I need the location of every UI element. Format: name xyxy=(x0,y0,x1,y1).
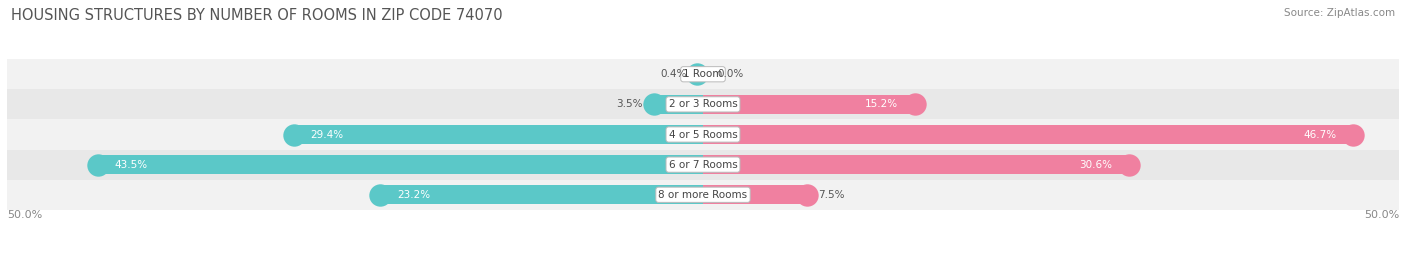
Text: 50.0%: 50.0% xyxy=(7,210,42,220)
Text: HOUSING STRUCTURES BY NUMBER OF ROOMS IN ZIP CODE 74070: HOUSING STRUCTURES BY NUMBER OF ROOMS IN… xyxy=(11,8,503,23)
Bar xyxy=(703,155,1129,174)
Bar xyxy=(654,95,703,114)
Bar xyxy=(7,119,1399,150)
Bar xyxy=(380,185,703,204)
Text: 6 or 7 Rooms: 6 or 7 Rooms xyxy=(669,160,737,170)
Text: 43.5%: 43.5% xyxy=(114,160,148,170)
Bar xyxy=(97,155,703,174)
Text: 2 or 3 Rooms: 2 or 3 Rooms xyxy=(669,99,737,109)
Text: 3.5%: 3.5% xyxy=(617,99,643,109)
Bar xyxy=(7,59,1399,89)
Text: 7.5%: 7.5% xyxy=(818,190,845,200)
Text: 50.0%: 50.0% xyxy=(1364,210,1399,220)
Text: 30.6%: 30.6% xyxy=(1080,160,1112,170)
Bar xyxy=(703,95,914,114)
Text: 4 or 5 Rooms: 4 or 5 Rooms xyxy=(669,129,737,140)
Text: 0.0%: 0.0% xyxy=(717,69,744,79)
Text: 29.4%: 29.4% xyxy=(311,129,343,140)
Text: 23.2%: 23.2% xyxy=(396,190,430,200)
Text: Source: ZipAtlas.com: Source: ZipAtlas.com xyxy=(1284,8,1395,18)
Bar xyxy=(703,185,807,204)
Bar xyxy=(697,65,703,84)
Text: 1 Room: 1 Room xyxy=(683,69,723,79)
Bar xyxy=(703,125,1353,144)
Text: 46.7%: 46.7% xyxy=(1303,129,1336,140)
Bar xyxy=(294,125,703,144)
Text: 0.4%: 0.4% xyxy=(659,69,686,79)
Text: 8 or more Rooms: 8 or more Rooms xyxy=(658,190,748,200)
Text: 15.2%: 15.2% xyxy=(865,99,898,109)
Bar xyxy=(7,150,1399,180)
Bar xyxy=(7,89,1399,119)
Bar xyxy=(7,180,1399,210)
